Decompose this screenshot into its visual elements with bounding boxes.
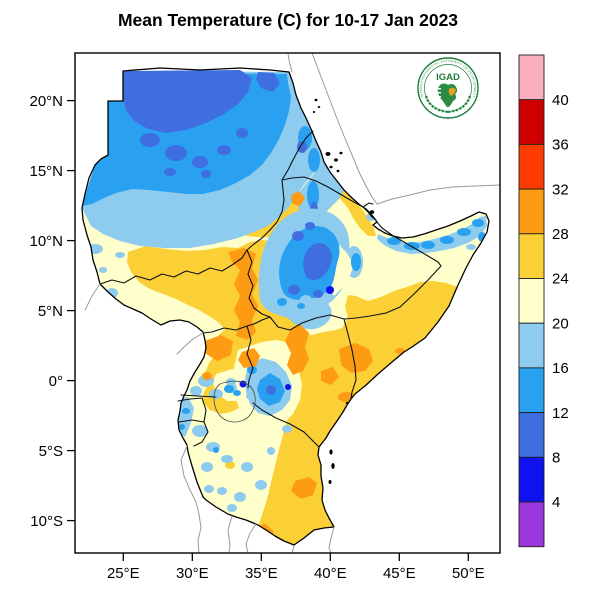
x-axis-tick-label: 25°E [107,565,140,582]
colorbar-label: 12 [552,405,569,422]
map-frame [74,52,501,554]
temperature-field [82,70,489,545]
colorbar-label: 24 [552,271,569,288]
colorbar-label: 8 [552,450,560,467]
colorbar-label: 20 [552,315,569,332]
igad-region-highlight [448,87,456,96]
y-axis-tick-label: 10°S [30,513,63,530]
x-axis-tick-label: 30°E [176,565,209,582]
page-title: Mean Temperature (C) for 10-17 Jan 2023 [118,10,458,30]
islands [312,98,375,484]
colorbar-label: 40 [552,92,569,109]
colorbar-label: 28 [552,226,569,243]
x-axis-tick-label: 50°E [452,565,485,582]
y-axis: 20°N 15°N 10°N 5°N 0° 5°S 10°S [29,93,75,530]
x-axis-tick-label: 35°E [245,565,278,582]
y-axis-tick-label: 15°N [29,163,63,180]
x-axis: 25°E 30°E 35°E 40°E 45°E 50°E [107,553,485,582]
country-borders [99,130,442,448]
y-axis-tick-label: 5°N [38,303,63,320]
laurel-wreath-icon [447,95,472,114]
colorbar-legend: 40 36 32 28 24 20 16 12 8 4 [518,54,569,548]
y-axis-tick-label: 10°N [29,233,63,250]
colorbar-label: 36 [552,137,569,154]
lake-victoria-outline [213,380,256,423]
y-axis-tick-label: 0° [49,373,63,390]
region-outline [81,67,490,546]
neighbor-coastlines [84,52,501,554]
igad-logo-wordmark: IGAD [436,72,460,83]
colorbar-label: 16 [552,360,569,377]
y-axis-tick-label: 20°N [29,93,63,110]
x-axis-tick-label: 45°E [383,565,416,582]
colorbar-label: 32 [552,181,569,198]
colorbar-label: 4 [552,494,560,511]
igad-logo: INTERGOVERNMENTAL AUTHORITY ON DEVELOPME… [417,57,479,119]
y-axis-tick-label: 5°S [39,443,63,460]
laurel-wreath-icon [424,95,449,114]
x-axis-tick-label: 40°E [314,565,347,582]
